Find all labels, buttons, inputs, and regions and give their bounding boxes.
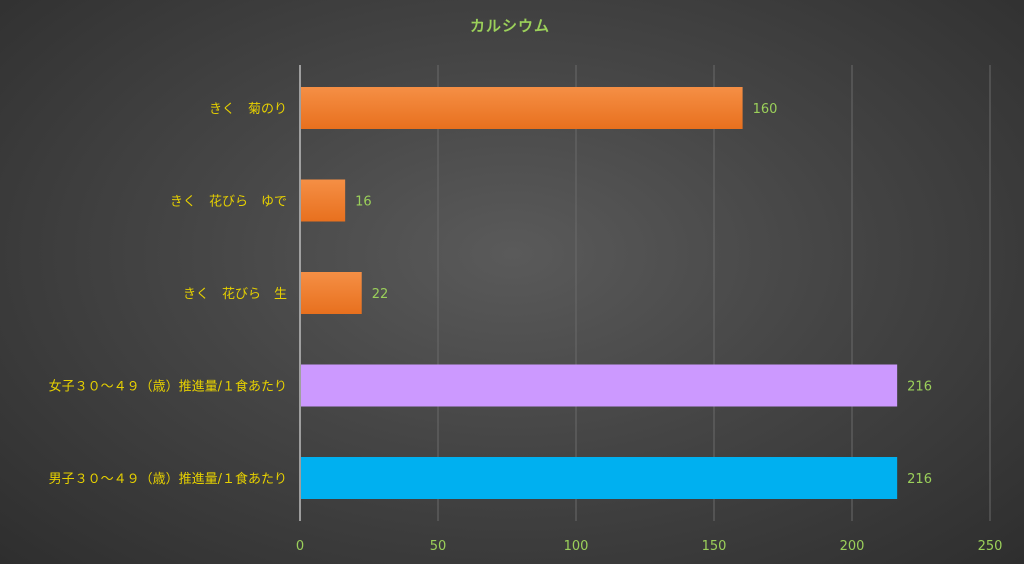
category-label: きく 菊のり: [209, 102, 287, 117]
x-tick-label: 0: [296, 539, 304, 554]
x-tick-label: 150: [702, 539, 727, 554]
chart-title: カルシウム: [470, 17, 550, 35]
bar: [301, 364, 898, 407]
bar: [301, 457, 898, 499]
data-label: 16: [355, 195, 372, 210]
bar: [301, 179, 346, 222]
x-tick-label: 200: [840, 539, 865, 554]
bar: [301, 272, 362, 314]
x-tick-label: 50: [430, 539, 447, 554]
x-tick-label: 100: [564, 539, 589, 554]
gridlines: [437, 65, 991, 521]
data-label: 216: [907, 472, 932, 487]
bars: [301, 87, 898, 499]
data-label: 22: [372, 287, 389, 302]
bar: [301, 87, 743, 129]
category-label: きく 花びら 生: [183, 286, 287, 302]
data-label: 216: [907, 380, 932, 395]
x-tick-label: 250: [978, 539, 1003, 554]
category-label: 男子３０～４９（歳）推進量/１食あたり: [49, 471, 287, 487]
data-label: 160: [753, 102, 778, 117]
category-label: きく 花びら ゆで: [170, 194, 287, 210]
category-label: 女子３０～４９（歳）推進量/１食あたり: [49, 379, 287, 395]
labels: 0 50 100 150 200 250 きく 菊のり 160 きく 花びら ゆで 16 きく 花び…: [49, 102, 1003, 554]
